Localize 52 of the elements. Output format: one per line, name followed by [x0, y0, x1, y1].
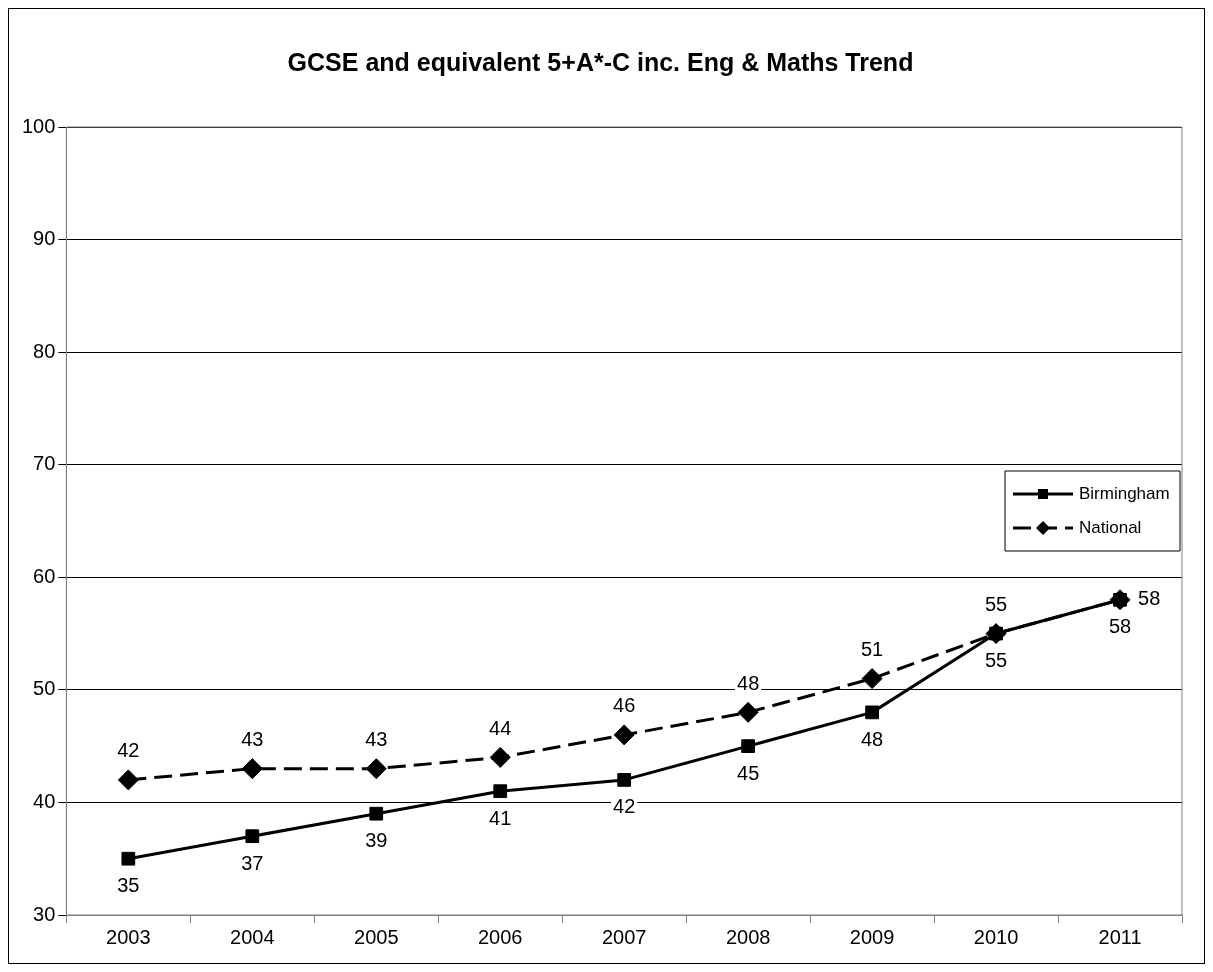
data-label: 42 [117, 739, 140, 762]
data-label: 37 [241, 851, 264, 874]
x-tick-label: 2006 [477, 925, 523, 948]
data-label: 58 [1138, 587, 1161, 610]
legend-label: Birmingham [1079, 483, 1170, 503]
data-label: 58 [1108, 615, 1132, 638]
data-label: 55 [984, 593, 1008, 616]
chart-title: GCSE and equivalent 5+A*-C inc. Eng & Maths Trend [287, 47, 914, 76]
x-tick-label: 2007 [601, 925, 647, 948]
x-tick-label: 2003 [106, 925, 151, 948]
y-tick-label: 100 [21, 114, 56, 137]
x-tick-label: 2010 [973, 925, 1019, 948]
point [741, 739, 756, 754]
y-tick-label: 60 [33, 564, 56, 587]
point [861, 668, 883, 690]
point [117, 769, 139, 791]
point [369, 806, 384, 821]
data-label: 45 [737, 761, 760, 784]
data-label: 43 [241, 728, 264, 751]
data-label: 48 [860, 727, 884, 750]
point [613, 724, 635, 746]
point [245, 829, 260, 844]
y-tick-label: 30 [33, 902, 56, 925]
y-tick-label: 80 [33, 339, 56, 362]
x-tick-label: 2011 [1098, 925, 1142, 948]
data-label: 39 [365, 829, 388, 852]
data-label: 41 [489, 806, 512, 829]
y-tick-label: 40 [33, 789, 56, 812]
x-tick-label: 2004 [230, 925, 275, 948]
data-label: 43 [365, 728, 388, 751]
x-tick-label: 2009 [849, 925, 895, 948]
point [493, 784, 508, 799]
data-label: 35 [117, 874, 140, 897]
data-label: 42 [613, 795, 636, 818]
x-tick-label: 2005 [354, 925, 399, 948]
point [489, 746, 511, 768]
point [865, 705, 879, 720]
data-label: 48 [737, 671, 760, 694]
data-label: 55 [984, 649, 1008, 672]
data-label: 51 [860, 638, 884, 661]
point [365, 758, 387, 780]
point [737, 701, 759, 723]
y-tick-label: 70 [33, 452, 56, 475]
legend-label: National [1079, 517, 1142, 537]
point [121, 851, 136, 866]
y-tick-label: 50 [33, 677, 56, 700]
data-label: 44 [489, 716, 512, 739]
point [617, 773, 632, 787]
x-tick-label: 2008 [725, 925, 771, 948]
data-label: 46 [613, 694, 636, 717]
point [241, 758, 263, 780]
y-tick-label: 90 [33, 227, 56, 250]
